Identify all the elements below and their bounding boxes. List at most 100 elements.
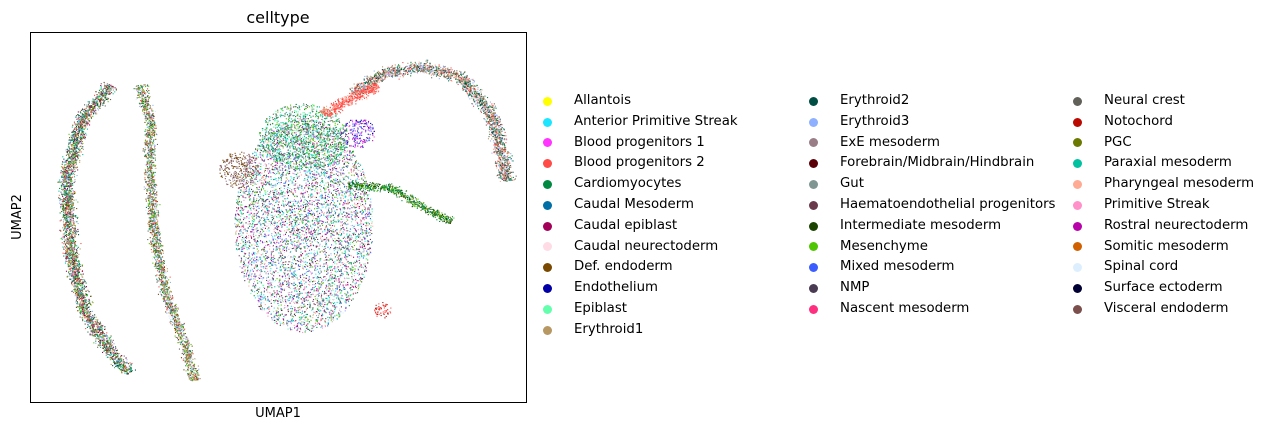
data-point xyxy=(73,231,75,233)
data-point xyxy=(82,281,84,283)
data-point xyxy=(107,101,109,103)
data-point xyxy=(149,132,151,134)
data-point xyxy=(151,172,153,174)
data-point xyxy=(92,111,94,113)
data-point xyxy=(69,172,71,174)
data-point xyxy=(150,115,152,117)
data-point xyxy=(62,233,64,235)
data-point xyxy=(141,102,143,104)
data-point xyxy=(155,224,157,226)
data-point xyxy=(141,98,143,100)
data-point xyxy=(147,130,149,132)
data-point xyxy=(94,104,96,106)
data-point xyxy=(150,136,152,138)
data-point xyxy=(80,313,82,315)
data-point xyxy=(84,120,86,122)
data-point xyxy=(82,129,84,131)
data-point xyxy=(67,246,69,248)
data-point xyxy=(70,139,72,141)
data-point xyxy=(107,340,109,342)
data-point xyxy=(147,185,149,187)
data-point xyxy=(76,273,78,275)
data-point xyxy=(105,95,107,97)
data-point xyxy=(89,105,91,107)
data-point xyxy=(160,276,162,278)
data-point xyxy=(75,145,77,147)
data-point xyxy=(70,221,72,223)
data-point xyxy=(160,266,162,268)
data-point xyxy=(84,323,86,325)
data-point xyxy=(64,167,66,169)
data-point xyxy=(109,345,111,347)
data-point xyxy=(93,99,95,101)
data-point xyxy=(72,198,74,200)
data-point xyxy=(59,197,61,199)
data-point xyxy=(150,151,152,153)
data-point xyxy=(66,251,68,253)
data-point xyxy=(158,252,160,254)
data-point xyxy=(155,192,157,194)
data-point xyxy=(82,319,84,321)
data-point xyxy=(62,214,64,216)
data-point xyxy=(163,287,165,289)
data-point xyxy=(70,220,72,222)
data-point xyxy=(69,207,71,209)
data-point xyxy=(120,357,122,359)
data-point xyxy=(144,121,146,123)
data-point xyxy=(147,91,149,93)
data-point xyxy=(141,92,143,94)
data-point xyxy=(68,212,70,214)
data-point xyxy=(64,180,66,182)
data-point xyxy=(152,200,154,202)
data-point xyxy=(153,246,155,248)
data-point xyxy=(70,196,72,198)
data-point xyxy=(88,291,90,293)
data-point xyxy=(145,209,147,211)
data-point xyxy=(68,185,70,187)
data-point xyxy=(153,234,155,236)
data-point xyxy=(59,200,61,202)
data-point xyxy=(67,182,69,184)
data-point xyxy=(73,263,75,265)
data-point xyxy=(63,237,65,239)
data-point xyxy=(72,134,74,136)
data-point xyxy=(107,88,109,90)
data-point xyxy=(66,194,68,196)
data-point xyxy=(152,238,154,240)
data-point xyxy=(148,188,150,190)
data-point xyxy=(73,215,75,217)
data-point xyxy=(92,331,94,333)
data-point xyxy=(67,263,69,265)
data-point xyxy=(153,219,155,221)
data-point xyxy=(154,245,156,247)
data-point xyxy=(118,365,120,367)
data-point xyxy=(93,324,95,326)
data-point xyxy=(156,195,158,197)
data-point xyxy=(87,111,89,113)
data-point xyxy=(94,314,96,316)
data-point xyxy=(149,213,151,215)
data-point xyxy=(79,310,81,312)
data-point xyxy=(78,127,80,129)
data-point xyxy=(93,326,95,328)
data-point xyxy=(94,113,96,115)
data-point xyxy=(147,103,149,105)
data-point xyxy=(154,205,156,207)
data-point xyxy=(152,225,154,227)
data-point xyxy=(151,109,153,111)
data-point xyxy=(115,347,117,349)
data-point xyxy=(100,328,102,330)
data-point xyxy=(83,285,85,287)
data-point xyxy=(155,256,157,258)
data-point xyxy=(80,134,82,136)
data-point xyxy=(160,257,162,259)
data-point xyxy=(150,249,152,251)
data-point xyxy=(81,147,83,149)
data-point xyxy=(104,87,106,89)
data-point xyxy=(68,257,70,259)
data-point xyxy=(146,141,148,143)
data-point xyxy=(78,290,80,292)
data-point xyxy=(89,333,91,335)
data-point xyxy=(79,288,81,290)
data-point xyxy=(154,214,156,216)
